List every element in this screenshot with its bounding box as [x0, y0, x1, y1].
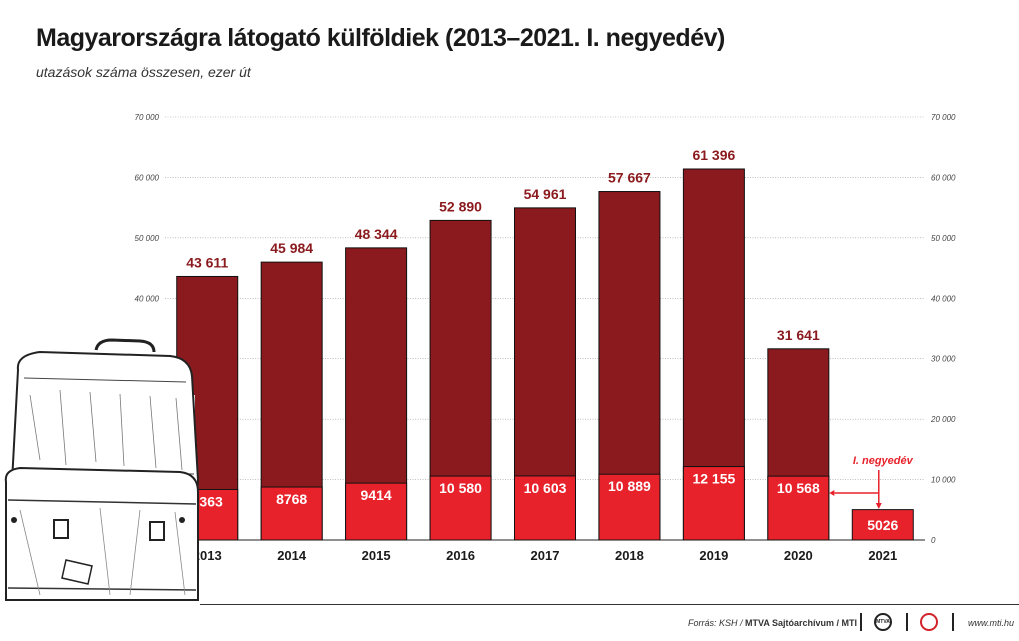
data-label-quarter: 5026: [867, 517, 898, 533]
bar-quarter: [429, 475, 492, 541]
bar-quarter: [514, 475, 576, 541]
x-axis: 2013 2014 2015 2016 2017 2018 2019 2020 2021: [193, 548, 897, 563]
y-tick-label-right: 0: [931, 536, 936, 545]
mti-logo-icon: [920, 613, 938, 631]
y-tick-label-right: 10 000: [931, 476, 956, 485]
y-tick-label-right: 60 000: [931, 173, 956, 182]
y-tick-label-right: 40 000: [931, 294, 956, 303]
bar-quarter: [767, 475, 830, 541]
x-tick-label: 2014: [277, 548, 307, 563]
data-label-quarter: 10 568: [777, 480, 820, 496]
data-label-total: 45 984: [270, 240, 313, 256]
suitcase-illustration: [0, 338, 200, 605]
data-label-quarter: 8363: [192, 493, 223, 509]
source-credit: Forrás: KSH / MTVA Sajtóarchívum / MTI: [688, 618, 858, 628]
chart-subtitle: utazások száma összesen, ezer út: [36, 64, 251, 80]
y-axis-right: 0 10 000 20 000 30 000 40 000 50 000 60 000 70 …: [930, 113, 956, 545]
data-label-quarter: 8768: [276, 491, 307, 507]
y-tick-label-left: 70 000: [135, 113, 160, 122]
bar-quarter: [851, 509, 914, 541]
data-label-total: 31 641: [777, 327, 820, 343]
x-tick-label: 2018: [615, 548, 644, 563]
data-label-total: 43 611: [186, 254, 228, 270]
arrowhead-left: [829, 490, 835, 496]
x-tick-label: 2013: [193, 548, 222, 563]
data-label-quarter: 12 155: [692, 471, 735, 487]
y-tick-label-left: 60 000: [135, 173, 160, 182]
data-label-total: 52 890: [439, 198, 482, 214]
y-tick-label-left: 40 000: [135, 294, 160, 303]
footer-separator: [860, 613, 862, 631]
data-labels: 43 611 8363 45 984 8768 48 344 9414 52 890 10 5…: [186, 147, 898, 533]
bar-quarter: [345, 482, 408, 541]
data-label-total: 54 961: [524, 186, 567, 202]
data-label-quarter: 10 603: [524, 480, 567, 496]
footer-separator: [906, 613, 908, 631]
arrowhead-down: [875, 503, 882, 509]
bar-quarter: [598, 473, 661, 541]
y-tick-label-right: 30 000: [931, 355, 956, 364]
data-label-quarter: 9414: [361, 487, 392, 503]
x-tick-label: 2017: [531, 548, 560, 563]
footer-separator: [952, 613, 954, 631]
footer-url: www.mti.hu: [968, 618, 1015, 628]
y-tick-label-right: 70 000: [931, 113, 956, 122]
x-tick-label: 2019: [699, 548, 728, 563]
x-tick-label: 2015: [362, 548, 391, 563]
annotation-label: I. negyedév: [853, 455, 914, 467]
data-label-total: 48 344: [355, 226, 398, 242]
y-tick-label-right: 20 000: [930, 415, 956, 424]
y-tick-label-left: 50 000: [135, 234, 160, 243]
footer-divider: [200, 604, 1019, 605]
bar-quarter: [260, 486, 323, 541]
chart-title: Magyarországra látogató külföldiek (2013…: [36, 24, 725, 52]
bar-quarter: [682, 466, 745, 541]
x-tick-label: 2021: [868, 548, 897, 563]
data-label-quarter: 10 889: [608, 478, 651, 494]
data-label-total: 57 667: [608, 170, 651, 186]
quarter-annotation: I. negyedév: [829, 455, 914, 509]
footer: Forrás: KSH / MTVA Sajtóarchívum / MTI M…: [0, 604, 1019, 641]
x-tick-label: 2020: [784, 548, 813, 563]
x-tick-label: 2016: [446, 548, 475, 563]
data-label-total: 61 396: [692, 147, 735, 163]
mtva-logo-icon: MTVA: [874, 613, 892, 631]
data-label-quarter: 10 580: [439, 480, 482, 496]
y-tick-label-right: 50 000: [931, 234, 956, 243]
